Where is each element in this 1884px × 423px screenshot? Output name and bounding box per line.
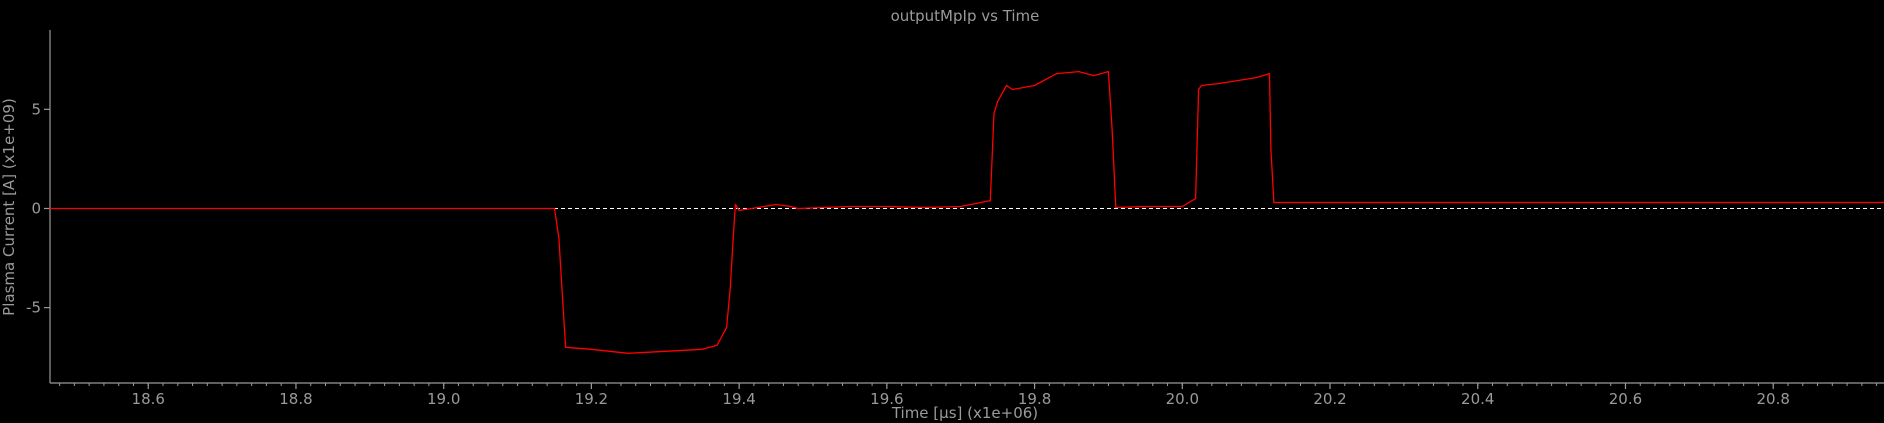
x-tick-label: 20.0	[1166, 390, 1199, 408]
data-point	[1078, 71, 1080, 73]
data-point	[1005, 84, 1008, 87]
data-point	[923, 206, 925, 209]
data-point	[1144, 205, 1146, 208]
y-axis-label: Plasma Current [A] (x1e+09)	[0, 98, 18, 316]
data-point	[1181, 205, 1183, 208]
data-point	[590, 348, 593, 350]
data-point	[558, 237, 560, 239]
data-point	[729, 287, 731, 289]
y-tick-label: -5	[26, 299, 41, 317]
data-point	[734, 203, 737, 206]
data-point	[997, 100, 999, 102]
data-point	[664, 350, 666, 352]
x-tick-label: 19.2	[575, 390, 608, 408]
data-point	[1107, 71, 1109, 73]
data-point	[1011, 88, 1014, 91]
data-point	[732, 237, 734, 239]
data-point	[701, 348, 703, 350]
data-point	[738, 209, 740, 212]
chart-title: outputMpIp vs Time	[891, 7, 1040, 25]
data-point	[565, 346, 567, 348]
data-point	[627, 352, 629, 354]
data-point	[716, 344, 718, 346]
x-tick-label: 20.6	[1609, 390, 1642, 408]
x-tick-label: 19.8	[1018, 390, 1051, 408]
data-point	[1056, 73, 1058, 75]
data-point	[1273, 201, 1275, 204]
data-point	[1034, 84, 1036, 87]
data-point	[1255, 77, 1257, 79]
x-tick-label: 19.4	[722, 390, 755, 408]
x-tick-label: 18.8	[279, 390, 312, 408]
data-point	[553, 207, 556, 210]
data-point	[1329, 201, 1331, 204]
data-point	[790, 205, 792, 208]
x-axis-label: Time [µs] (x1e+06)	[891, 404, 1038, 422]
x-tick-label: 19.0	[427, 390, 460, 408]
series-line	[50, 70, 1884, 354]
data-point	[1268, 73, 1271, 75]
data-point	[1115, 206, 1117, 209]
x-tick-label: 20.4	[1461, 390, 1494, 408]
x-tick-label: 20.2	[1313, 390, 1346, 408]
data-point	[1218, 82, 1220, 85]
x-ticks: 18.6 18.8 19.0 19.2 19.4 19.6 19.8 20.0 20.2 20.4…	[132, 383, 1790, 408]
y-tick-label: 0	[31, 199, 41, 217]
data-point	[960, 205, 962, 208]
x-tick-label: 18.6	[132, 390, 165, 408]
x-tick-label: 19.6	[870, 390, 903, 408]
data-point	[1111, 128, 1113, 130]
data-point	[989, 200, 991, 202]
data-point	[1551, 201, 1553, 204]
data-point	[849, 205, 851, 208]
data-point	[886, 205, 888, 208]
data-point	[993, 112, 995, 114]
series-group	[49, 70, 1884, 354]
x-tick-label: 20.8	[1757, 390, 1790, 408]
data-point	[1195, 198, 1197, 200]
data-point	[561, 287, 563, 289]
plot-area: 18.6 18.8 19.0 19.2 19.4 19.6 19.8 20.0 20.2 20.4…	[26, 30, 1884, 408]
data-point	[1270, 148, 1272, 150]
data-point	[1093, 75, 1095, 77]
data-point	[1200, 84, 1203, 87]
data-point	[775, 203, 777, 206]
data-point	[1198, 88, 1200, 91]
data-point	[49, 207, 51, 210]
data-point	[797, 207, 799, 210]
data-point	[726, 326, 728, 329]
y-ticks: -5 0 5	[26, 100, 50, 317]
y-tick-label: 5	[31, 100, 41, 118]
